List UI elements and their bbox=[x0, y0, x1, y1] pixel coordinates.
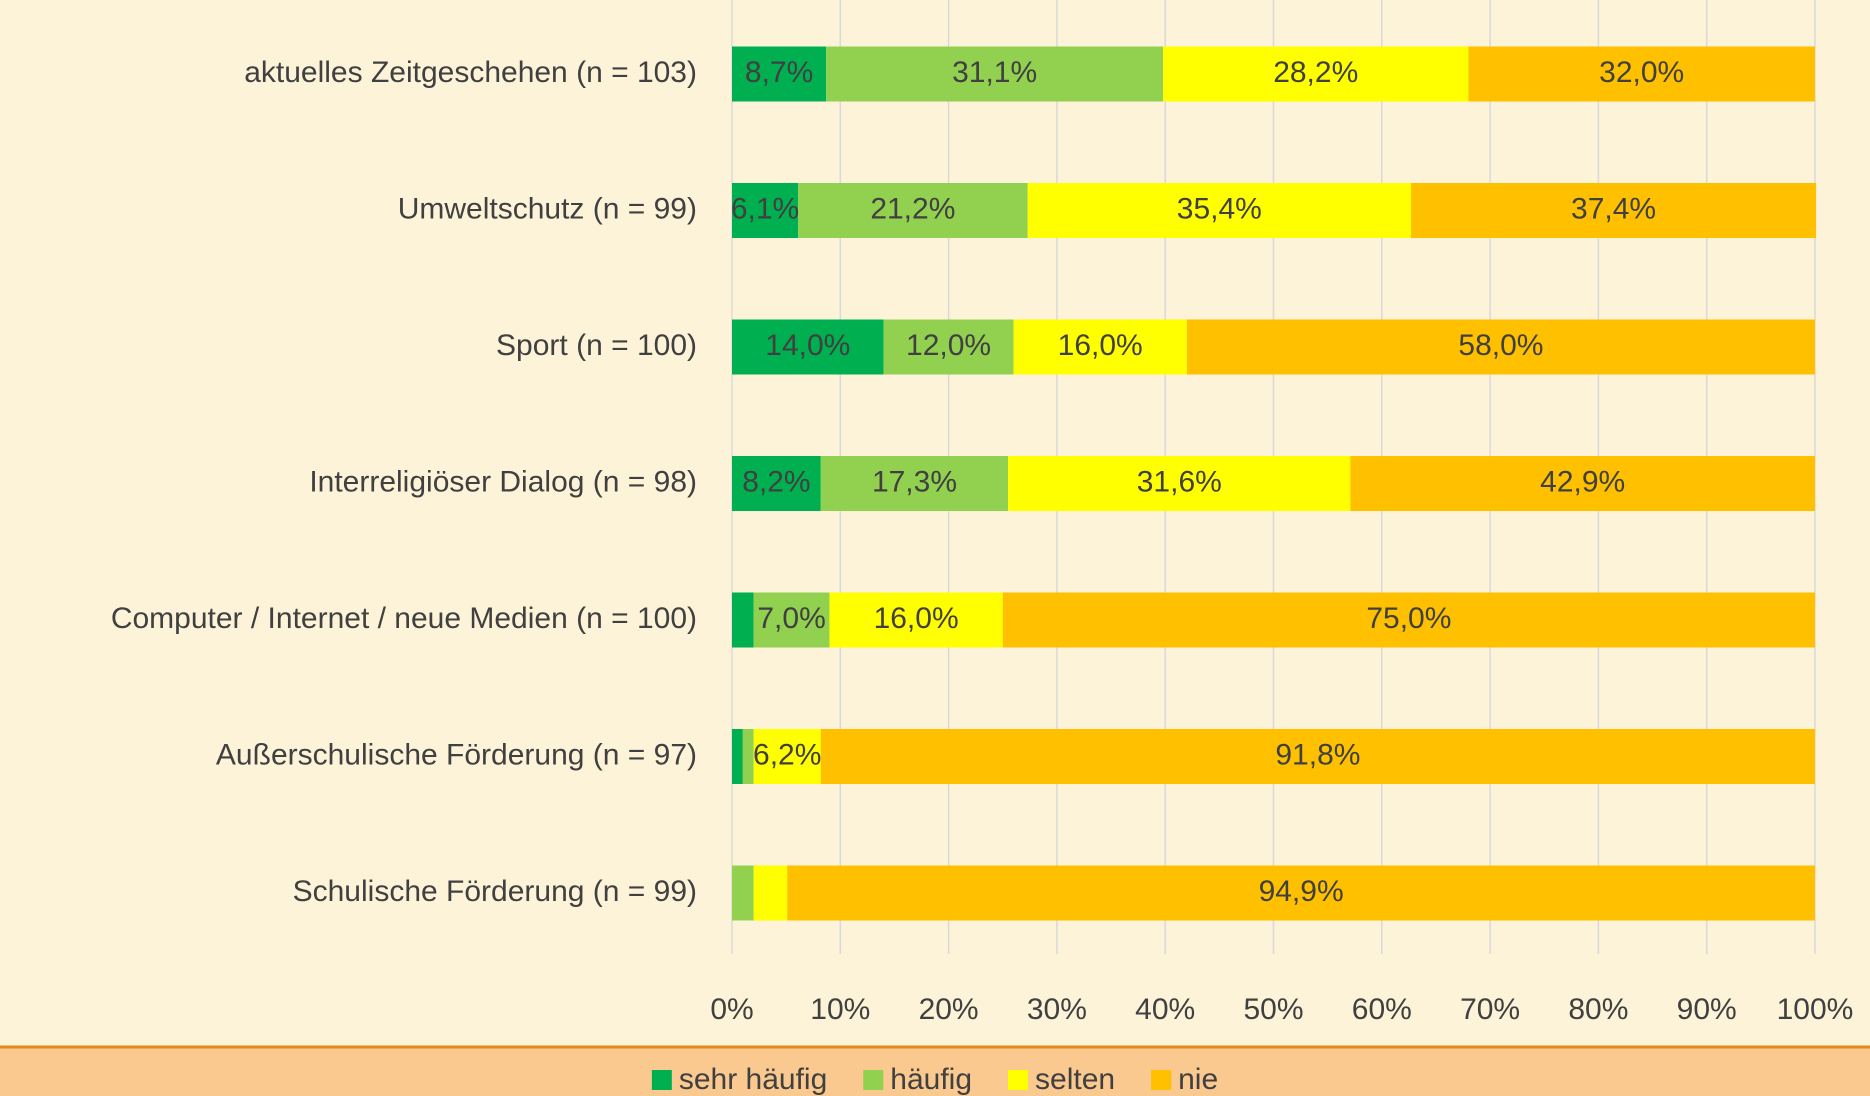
legend-label: häufig bbox=[890, 1063, 972, 1096]
x-tick-label: 60% bbox=[1352, 993, 1412, 1026]
x-tick-label: 20% bbox=[919, 993, 979, 1026]
data-label: 14,0% bbox=[765, 329, 850, 362]
bar-segment bbox=[787, 865, 1816, 921]
data-label: 35,4% bbox=[1177, 192, 1262, 225]
bar-segment bbox=[1468, 46, 1815, 102]
legend: sehr häufig häufig selten nie bbox=[651, 1063, 1218, 1096]
data-label: 91,8% bbox=[1275, 738, 1360, 771]
legend-swatch bbox=[863, 1070, 884, 1090]
legend-label: nie bbox=[1178, 1063, 1218, 1096]
data-label: 6,2% bbox=[753, 738, 821, 771]
bar-segment bbox=[732, 319, 884, 375]
bar-segment bbox=[820, 456, 1009, 511]
x-tick-label: 70% bbox=[1460, 993, 1520, 1026]
category-label: Sport (n = 100) bbox=[496, 329, 697, 362]
x-tick-label: 0% bbox=[710, 993, 753, 1026]
x-tick-label: 80% bbox=[1568, 993, 1628, 1026]
bar-segment bbox=[753, 729, 821, 784]
bar-segment bbox=[732, 183, 799, 238]
legend-swatch bbox=[1008, 1070, 1029, 1090]
data-label: 16,0% bbox=[874, 602, 959, 635]
bar-segment bbox=[1350, 456, 1815, 511]
data-label: 75,0% bbox=[1366, 602, 1451, 635]
x-tick-label: 40% bbox=[1135, 993, 1195, 1026]
bar-segment bbox=[1411, 183, 1817, 238]
category-label: Umweltschutz (n = 99) bbox=[398, 192, 697, 225]
bar-segment bbox=[820, 729, 1815, 784]
data-label: 17,3% bbox=[872, 465, 957, 498]
bar-segment bbox=[732, 729, 743, 784]
bar-segment bbox=[732, 865, 754, 921]
x-tick-label: 10% bbox=[810, 993, 870, 1026]
legend-label: selten bbox=[1035, 1063, 1115, 1096]
data-label: 8,2% bbox=[742, 465, 810, 498]
bar-segment bbox=[1186, 319, 1815, 375]
bar-segment bbox=[829, 592, 1003, 648]
legend-swatch bbox=[651, 1070, 672, 1090]
bar-segment bbox=[753, 592, 830, 648]
data-label: 37,4% bbox=[1571, 192, 1656, 225]
bar-segment bbox=[826, 46, 1164, 102]
category-label: aktuelles Zeitgeschehen (n = 103) bbox=[244, 56, 697, 89]
category-label: Computer / Internet / neue Medien (n = 1… bbox=[111, 602, 697, 635]
x-tick-label: 50% bbox=[1243, 993, 1303, 1026]
bar-segment bbox=[798, 183, 1028, 238]
x-tick-label: 100% bbox=[1777, 993, 1854, 1026]
legend-band bbox=[0, 1047, 1870, 1096]
bar-segment bbox=[883, 319, 1014, 375]
bar-segment bbox=[1027, 183, 1412, 238]
bar-segment bbox=[732, 456, 821, 511]
category-label: Schulische Förderung (n = 99) bbox=[293, 875, 697, 908]
category-label: Interreligiöser Dialog (n = 98) bbox=[309, 465, 697, 498]
data-label: 8,7% bbox=[745, 56, 813, 89]
legend-swatch bbox=[1151, 1070, 1172, 1090]
x-tick-label: 30% bbox=[1027, 993, 1087, 1026]
data-label: 21,2% bbox=[870, 192, 955, 225]
data-label: 42,9% bbox=[1540, 465, 1625, 498]
bar-segment bbox=[732, 592, 754, 648]
data-label: 31,1% bbox=[952, 56, 1037, 89]
data-label: 6,1% bbox=[731, 192, 799, 225]
bar-segment bbox=[1002, 592, 1815, 648]
data-label: 58,0% bbox=[1458, 329, 1543, 362]
data-label: 32,0% bbox=[1599, 56, 1684, 89]
data-label: 16,0% bbox=[1058, 329, 1143, 362]
legend-label: sehr häufig bbox=[679, 1063, 827, 1096]
bar-segment bbox=[742, 729, 754, 784]
x-tick-label: 90% bbox=[1677, 993, 1737, 1026]
data-label: 12,0% bbox=[906, 329, 991, 362]
data-label: 7,0% bbox=[757, 602, 825, 635]
data-label: 94,9% bbox=[1259, 875, 1344, 908]
category-label: Außerschulische Förderung (n = 97) bbox=[216, 738, 697, 771]
data-label: 31,6% bbox=[1137, 465, 1222, 498]
bar-segment bbox=[732, 46, 827, 102]
bar-segment bbox=[1008, 456, 1351, 511]
bar-segment bbox=[1013, 319, 1187, 375]
bar-segment bbox=[1163, 46, 1469, 102]
bar-segment bbox=[753, 865, 788, 921]
data-label: 28,2% bbox=[1273, 56, 1358, 89]
